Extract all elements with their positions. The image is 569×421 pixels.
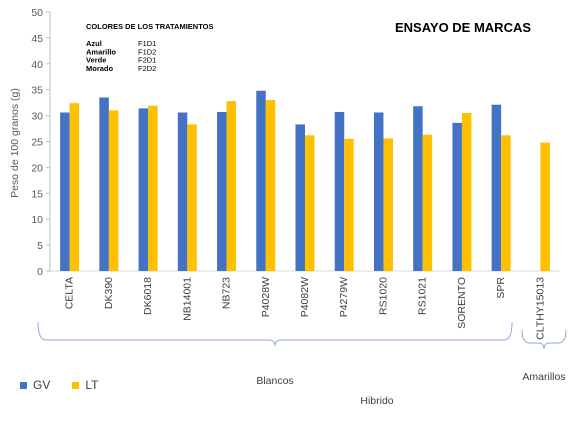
bar-gv-p4082w bbox=[295, 124, 305, 271]
bar-gv-dk6018 bbox=[138, 108, 149, 272]
bar-lt-p4082w bbox=[305, 135, 315, 271]
y-axis-title: Peso de 100 granos (g) bbox=[9, 88, 21, 198]
bar-lt-nb14001 bbox=[187, 124, 197, 271]
bar-lt-celta bbox=[69, 103, 80, 271]
bar-lt-p4028w bbox=[265, 100, 276, 271]
bar-gv-spr bbox=[491, 104, 502, 271]
group-brace-blancos bbox=[37, 321, 513, 347]
legend-item-gv: GV bbox=[20, 378, 50, 392]
annotation-color: Morado bbox=[86, 64, 114, 73]
y-tick-label: 30 bbox=[31, 111, 43, 123]
y-tick-label: 10 bbox=[31, 214, 43, 226]
annotation-heading: COLORES DE LOS TRATAMIENTOS bbox=[86, 22, 214, 31]
bar-lt-dk6018 bbox=[148, 105, 158, 272]
bar-lt-spr bbox=[501, 135, 511, 271]
group-brace-amarillos bbox=[521, 329, 567, 350]
bar-lt-rs1020 bbox=[383, 138, 393, 271]
y-tick-label: 0 bbox=[37, 266, 43, 278]
bar-lt-rs1021 bbox=[422, 134, 433, 271]
group-braces: Blancos Amarillos bbox=[37, 321, 567, 387]
y-tick-label: 25 bbox=[31, 137, 43, 149]
x-tick-label: NB723 bbox=[221, 277, 233, 309]
x-tick-label: DK6018 bbox=[142, 277, 154, 315]
y-tick-label: 15 bbox=[31, 188, 43, 200]
bar-gv-nb723 bbox=[217, 111, 227, 271]
legend: GV LT bbox=[20, 378, 120, 392]
y-tick-label: 45 bbox=[31, 33, 43, 45]
x-axis-labels: CELTA DK390 DK6018 NB14001 NB723 P4028W P4082W… bbox=[64, 277, 547, 340]
chart-title: ENSAYO DE MARCAS bbox=[395, 20, 531, 35]
x-tick-label: DK390 bbox=[103, 277, 115, 309]
y-tick-label: 5 bbox=[37, 240, 43, 252]
legend-item-lt: LT bbox=[72, 378, 98, 392]
bar-gv-celta bbox=[60, 112, 70, 271]
annotation-code: F1D1 bbox=[138, 39, 156, 48]
x-tick-label: SPR bbox=[495, 277, 507, 299]
annotation-code: F2D2 bbox=[138, 64, 156, 73]
legend-label-lt: LT bbox=[85, 378, 99, 392]
group-label-amarillos: Amarillos bbox=[522, 371, 565, 383]
annotation-code: F1D2 bbox=[138, 47, 156, 56]
bar-gv-rs1021 bbox=[413, 106, 423, 271]
y-tick-label: 50 bbox=[31, 7, 43, 19]
annotation-code: F2D1 bbox=[138, 56, 156, 65]
bar-lt-p4279w bbox=[344, 138, 354, 271]
bar-gv-dk390 bbox=[99, 97, 109, 271]
x-tick-label: NB14001 bbox=[181, 277, 193, 321]
x-tick-label: RS1020 bbox=[377, 277, 389, 315]
annotation-color: Amarillo bbox=[86, 47, 116, 56]
y-tick-label: 40 bbox=[31, 59, 43, 71]
bar-gv-sorento bbox=[452, 122, 462, 272]
x-tick-label: CLTHY15013 bbox=[534, 277, 546, 340]
group-label-blancos: Blancos bbox=[256, 375, 293, 387]
annotation-color: Verde bbox=[86, 56, 106, 65]
annotation-rows: Azul F1D1 Amarillo F1D2 Verde F2D1 Morado F2D2 bbox=[86, 39, 156, 73]
bar-gv-p4279w bbox=[334, 111, 345, 271]
x-axis-title: Hibrido bbox=[360, 395, 393, 407]
bars bbox=[60, 90, 550, 272]
legend-label-gv: GV bbox=[33, 378, 51, 392]
legend-swatch-gv bbox=[20, 381, 27, 389]
x-tick-label: P4082W bbox=[299, 277, 311, 317]
bar-gv-p4028w bbox=[256, 90, 266, 272]
bar-gv-rs1020 bbox=[373, 112, 384, 271]
bar-lt-sorento bbox=[461, 113, 472, 271]
bar-lt-clthy15013 bbox=[540, 142, 550, 271]
bar-lt-nb723 bbox=[226, 101, 237, 271]
x-tick-label: CELTA bbox=[64, 277, 76, 309]
y-tick-label: 35 bbox=[31, 85, 43, 97]
bar-lt-dk390 bbox=[108, 110, 119, 271]
annotation-color: Azul bbox=[86, 39, 102, 48]
bar-gv-nb14001 bbox=[177, 112, 188, 271]
y-tick-label: 20 bbox=[31, 162, 43, 174]
x-tick-label: P4028W bbox=[260, 277, 272, 317]
x-tick-label: RS1021 bbox=[417, 277, 429, 315]
legend-swatch-lt bbox=[72, 381, 80, 389]
x-tick-label: P4279W bbox=[338, 277, 350, 317]
x-tick-label: SORENTO bbox=[456, 277, 468, 329]
